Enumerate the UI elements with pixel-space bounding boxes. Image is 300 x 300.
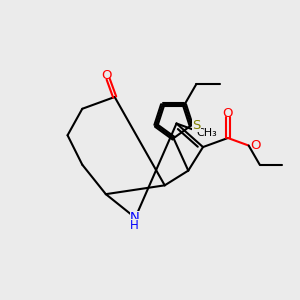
Text: O: O xyxy=(101,69,111,82)
Text: O: O xyxy=(223,107,233,120)
Text: H: H xyxy=(130,220,139,232)
Text: S: S xyxy=(192,119,201,132)
Text: O: O xyxy=(250,139,260,152)
Text: CH₃: CH₃ xyxy=(196,128,217,137)
Text: N: N xyxy=(130,211,140,224)
